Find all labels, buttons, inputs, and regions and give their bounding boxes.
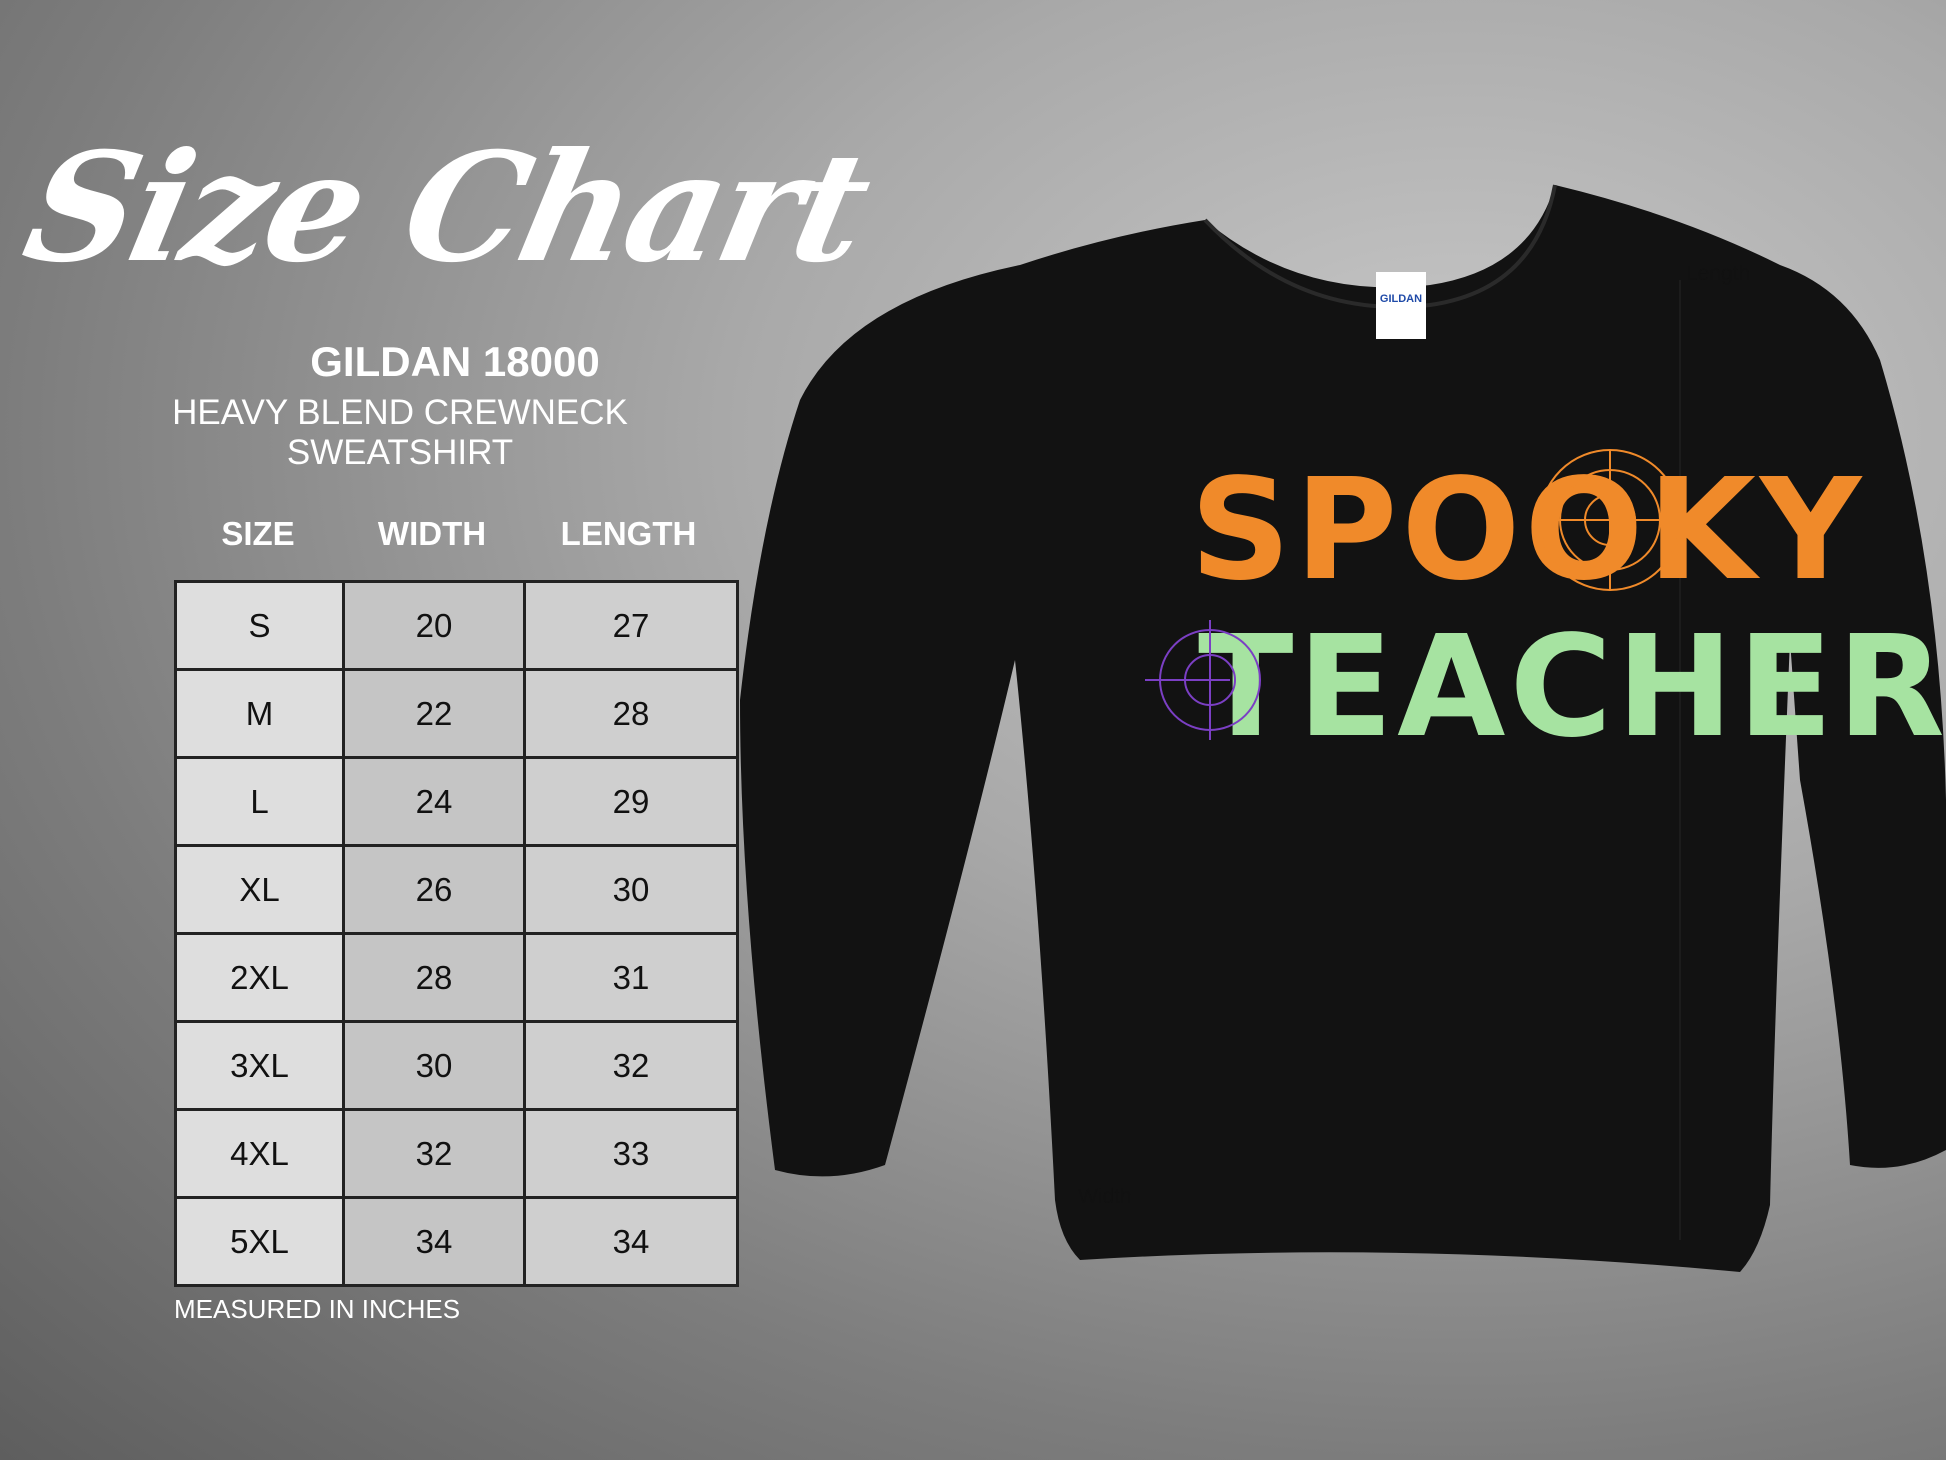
table-row: M 22 28 [174,668,739,759]
table-row: 3XL 30 32 [174,1020,739,1111]
width-cell: 26 [342,844,526,935]
size-cell: XL [174,844,345,935]
size-cell: L [174,756,345,847]
size-cell: 5XL [174,1196,345,1287]
header-length: LENGTH [560,515,697,552]
sweatshirt-body [740,185,1946,1272]
table-row: S 20 27 [174,580,739,671]
length-cell: 29 [523,756,739,847]
tag-brand: GILDAN [1380,293,1422,305]
spiderweb-icon [1539,449,1681,591]
width-cell: 32 [342,1108,526,1199]
garment-tag [1376,272,1426,339]
width-cell: 24 [342,756,526,847]
size-cell: 3XL [174,1020,345,1111]
spiderweb-icon [1145,620,1261,740]
design-teacher: TEACHER [1198,606,1946,769]
size-table: S 20 27 M 22 28 L 24 29 XL 26 30 2XL 28 31 3XL 30 32 4XL 32… [174,580,739,1287]
product-name: HEAVY BLEND CREWNECK SWEATSHIRT [172,393,628,472]
design-spooky: SPOOKY [1190,449,1865,612]
width-cell: 22 [342,668,526,759]
brand-model: GILDAN 18000 [310,338,600,385]
header-size: SIZE [221,515,295,552]
length-cell: 34 [523,1196,739,1287]
width-label: Width [1078,1185,1132,1208]
header-width: WIDTH [377,515,487,552]
width-cell: 34 [342,1196,526,1287]
length-label: Length [1686,262,1751,285]
table-row: 2XL 28 31 [174,932,739,1023]
table-row: L 24 29 [174,756,739,847]
table-row: 5XL 34 34 [174,1196,739,1287]
length-cell: 27 [523,580,739,671]
length-cell: 33 [523,1108,739,1199]
table-row: 4XL 32 33 [174,1108,739,1199]
size-cell: S [174,580,345,671]
width-cell: 28 [342,932,526,1023]
measurement-note: MEASURED IN INCHES [174,1294,461,1324]
size-cell: M [174,668,345,759]
width-cell: 30 [342,1020,526,1111]
length-cell: 28 [523,668,739,759]
length-cell: 32 [523,1020,739,1111]
size-cell: 2XL [174,932,345,1023]
length-cell: 30 [523,844,739,935]
length-cell: 31 [523,932,739,1023]
size-cell: 4XL [174,1108,345,1199]
table-row: XL 26 30 [174,844,739,935]
width-cell: 20 [342,580,526,671]
